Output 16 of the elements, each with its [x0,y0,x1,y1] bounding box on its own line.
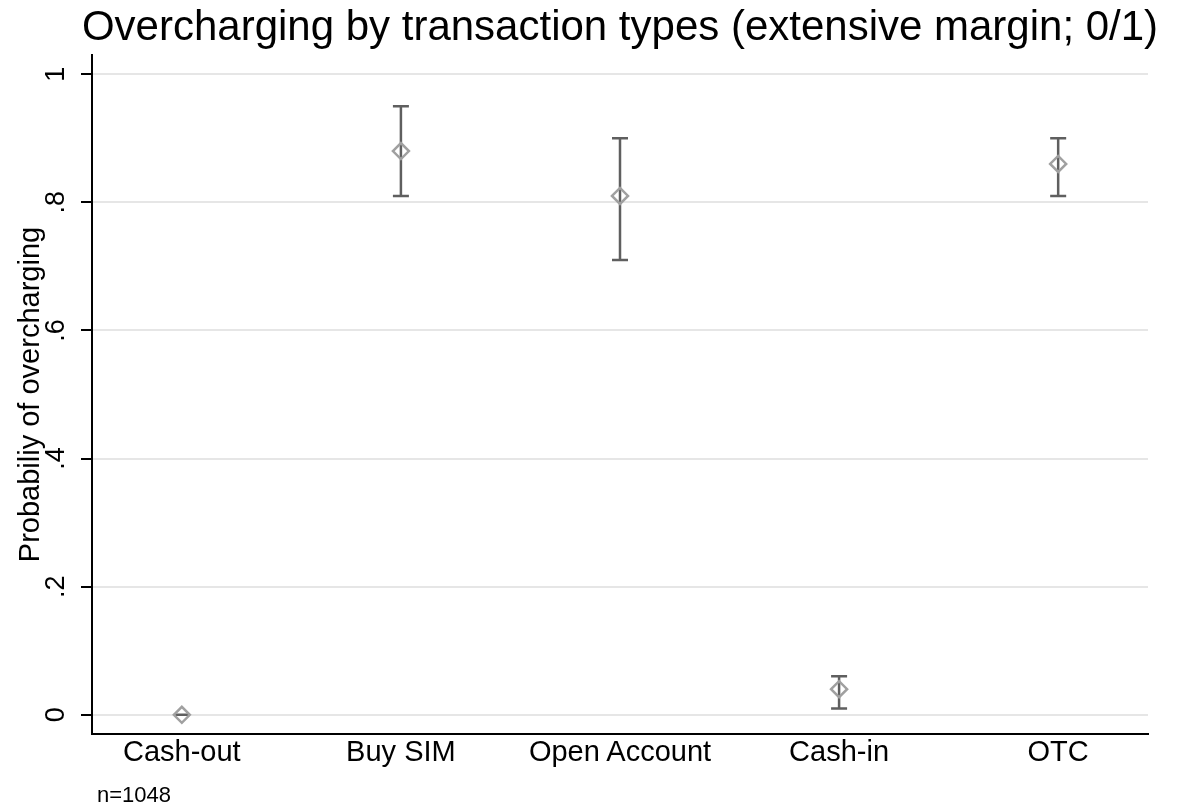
point [172,705,192,725]
point [391,141,411,161]
y-tick-label: 0 [40,707,71,723]
x-tick-label: Cash-out [122,735,241,768]
x-tick-label: Cash-in [789,735,890,768]
x-tick-label: Buy SIM [346,735,456,768]
y-tick-label: .2 [40,575,71,598]
x-tick-label: Open Account [528,735,712,768]
chart-title: Overcharging by transaction types (extensive margin; 0/1) [81,2,1159,49]
x-tick-label: OTC [1027,735,1089,768]
y-tick-label: 1 [40,66,71,82]
point [829,679,849,699]
point [610,186,630,206]
point [1048,154,1068,174]
text: n=1048 [97,782,172,806]
y-tick-label: .8 [40,191,71,214]
